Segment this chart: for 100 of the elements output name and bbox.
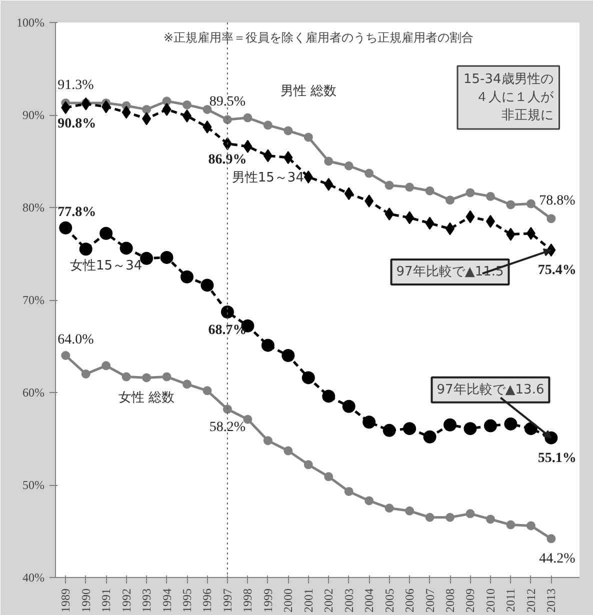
point	[61, 351, 70, 360]
point	[484, 419, 497, 432]
annotation: ※正規雇用率＝役員を除く雇用者のうち正規雇用者の割合	[163, 30, 474, 44]
point	[102, 100, 111, 114]
x-tick-label: 2008	[443, 588, 458, 612]
point	[466, 188, 475, 198]
data-label: 86.9%	[208, 152, 247, 168]
x-tick-label: 1994	[160, 588, 174, 612]
x-tick-label: 1999	[260, 588, 275, 612]
point	[102, 361, 111, 370]
point	[324, 156, 334, 166]
point	[384, 207, 394, 220]
data-label: 75.4%	[538, 263, 576, 278]
point	[382, 424, 396, 437]
point	[142, 104, 152, 114]
point	[524, 422, 538, 436]
point	[140, 252, 154, 265]
point	[466, 210, 475, 224]
data-label: 44.2%	[539, 552, 576, 567]
point	[526, 199, 536, 208]
point	[446, 222, 455, 236]
point	[79, 242, 92, 256]
y-tick-label: 40%	[22, 570, 45, 584]
point	[364, 194, 374, 208]
series-label: 男性15～34	[232, 170, 304, 186]
y-tick-label: 70%	[22, 293, 45, 307]
point	[324, 472, 334, 482]
x-tick-label: 1991	[99, 588, 114, 612]
y-tick-label: 100%	[16, 16, 45, 30]
data-label: 90.8%	[58, 116, 96, 132]
point	[202, 120, 212, 134]
x-tick-label: 1998	[240, 588, 255, 612]
point	[322, 390, 336, 403]
point	[362, 416, 376, 429]
annotation: 97年比較で▲11.5	[396, 264, 504, 280]
point	[263, 436, 272, 446]
point	[162, 102, 172, 116]
x-tick-label: 2002	[322, 588, 336, 612]
point	[284, 151, 293, 164]
x-tick-label: 1992	[119, 588, 134, 612]
point	[384, 180, 394, 190]
point	[120, 242, 133, 255]
point	[486, 514, 495, 524]
point	[364, 168, 374, 178]
point	[160, 250, 174, 264]
point	[344, 486, 354, 496]
point	[506, 200, 516, 210]
x-tick-label: 2010	[483, 588, 498, 612]
point	[282, 349, 295, 362]
x-tick-label: 1996	[200, 588, 214, 612]
point	[304, 460, 313, 470]
x-tick-label: 1997	[220, 588, 234, 612]
point	[100, 226, 113, 240]
point	[222, 115, 232, 124]
point	[364, 496, 374, 506]
point	[506, 228, 516, 241]
point	[261, 338, 274, 352]
point	[304, 132, 313, 142]
y-tick-label: 80%	[22, 200, 45, 214]
x-tick-label: 2001	[301, 588, 316, 612]
point	[526, 226, 536, 240]
point	[444, 418, 457, 432]
point	[405, 211, 414, 224]
annotation: 97年比較で▲13.6	[436, 382, 544, 398]
point	[284, 446, 293, 456]
data-label: 91.3%	[58, 78, 94, 93]
point	[486, 214, 495, 228]
point	[446, 512, 455, 522]
point	[284, 126, 293, 136]
x-tick-label: 1993	[140, 588, 154, 612]
point	[446, 196, 455, 205]
point	[324, 178, 334, 191]
point	[466, 509, 475, 518]
data-label: 58.2%	[209, 420, 246, 436]
x-tick-label: 2012	[524, 588, 538, 612]
y-tick-label: 60%	[22, 386, 45, 400]
point	[61, 101, 70, 114]
data-label: 77.8%	[58, 204, 96, 220]
series-label: 女性 総数	[118, 390, 175, 406]
x-tick-label: 1990	[78, 588, 93, 612]
point	[81, 97, 90, 110]
point	[344, 161, 354, 170]
data-label: 89.5%	[209, 94, 246, 110]
x-tick-label: 2011	[504, 588, 518, 612]
point	[182, 109, 192, 122]
annotation: 15-34歳男性の４人に１人が非正規に	[463, 72, 554, 123]
x-tick-label: 2006	[402, 588, 417, 612]
point	[425, 186, 434, 196]
point	[423, 430, 436, 444]
point	[220, 306, 234, 319]
x-tick-label: 2009	[463, 588, 478, 612]
y-tick-label: 50%	[22, 478, 45, 492]
point	[182, 100, 192, 110]
point	[142, 112, 152, 126]
data-label: 78.8%	[539, 194, 576, 209]
x-tick-label: 2003	[342, 588, 356, 612]
point	[202, 386, 212, 396]
point	[162, 96, 172, 106]
point	[222, 404, 232, 414]
point	[59, 221, 72, 234]
